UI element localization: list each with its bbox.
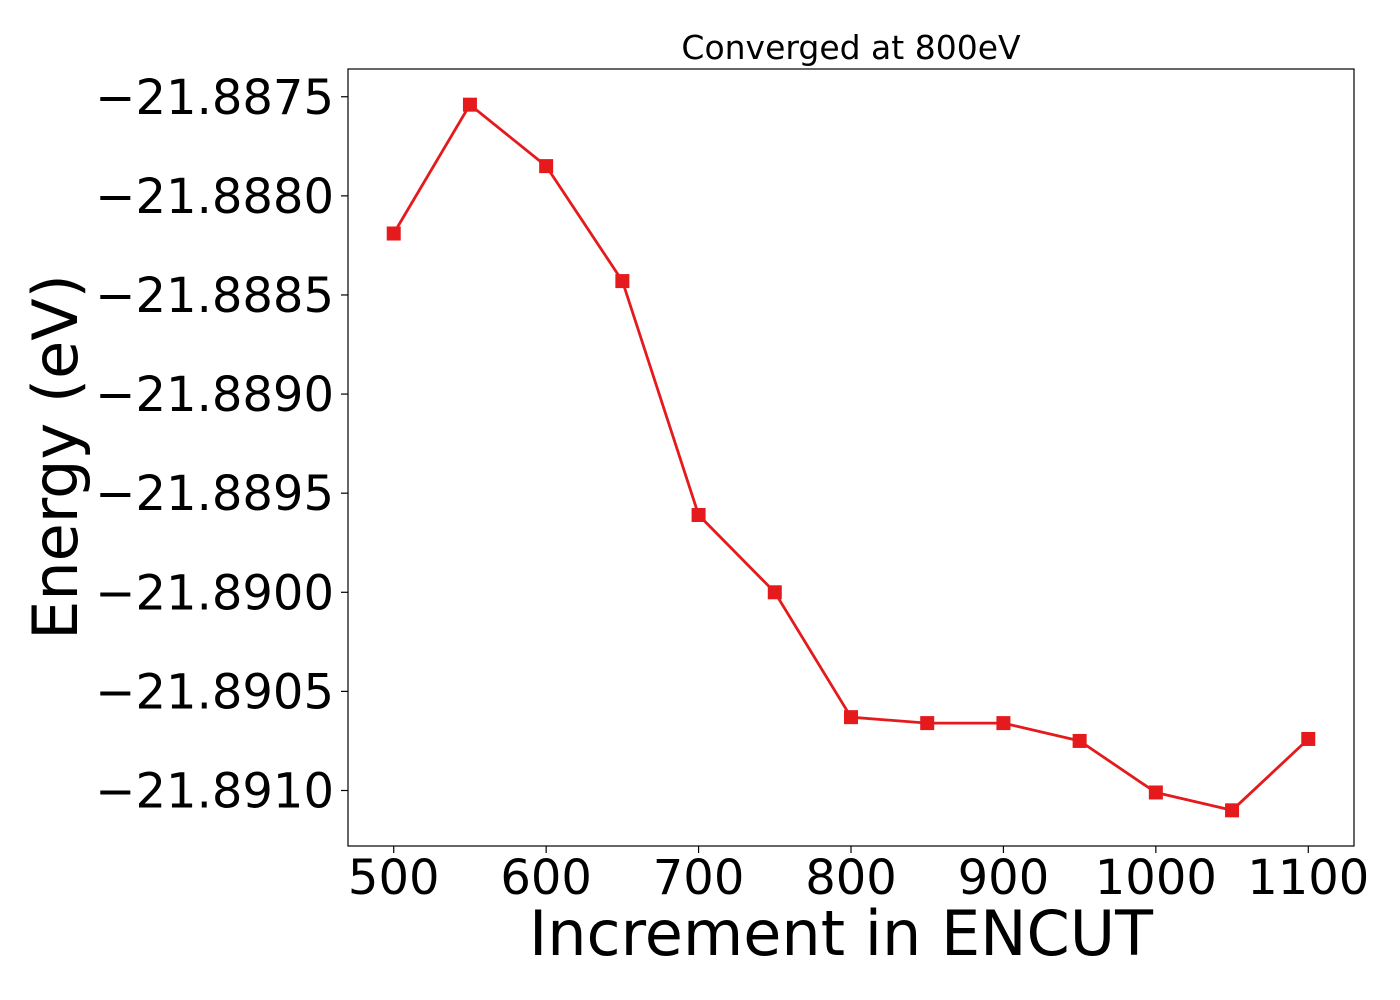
y-tick-label: −21.8875 bbox=[95, 70, 334, 126]
y-axis: −21.8875 −21.8880 −21.8885 −21.8890 −21.8895… bbox=[95, 70, 348, 820]
data-point-marker bbox=[615, 274, 630, 289]
data-point-marker bbox=[767, 585, 782, 600]
x-tick-label: 700 bbox=[653, 850, 745, 906]
x-tick-label: 600 bbox=[500, 850, 592, 906]
data-point-marker bbox=[1225, 803, 1240, 818]
data-point-marker bbox=[539, 159, 554, 174]
y-tick-label: −21.8905 bbox=[95, 664, 334, 720]
y-axis-label: Energy (eV) bbox=[19, 274, 92, 640]
data-point-marker bbox=[462, 97, 477, 112]
y-tick-label: −21.8900 bbox=[95, 565, 334, 621]
x-tick-label: 800 bbox=[805, 850, 897, 906]
y-tick-label: −21.8880 bbox=[95, 169, 334, 225]
x-tick-label: 1000 bbox=[1095, 850, 1217, 906]
data-point-marker bbox=[844, 710, 858, 725]
data-point-marker bbox=[1301, 731, 1316, 746]
data-point-marker bbox=[920, 716, 935, 731]
plot-frame bbox=[347, 68, 1355, 847]
y-tick-label: −21.8885 bbox=[95, 268, 334, 324]
x-axis: 500 600 700 800 900 1000 1100 bbox=[348, 846, 1369, 906]
data-point-marker bbox=[996, 716, 1011, 731]
data-point-marker bbox=[1148, 785, 1163, 800]
x-tick-label: 900 bbox=[958, 850, 1050, 906]
y-tick-label: −21.8895 bbox=[95, 466, 334, 522]
y-tick-label: −21.8910 bbox=[95, 764, 334, 820]
series-line bbox=[392, 103, 1310, 812]
plot-series bbox=[386, 97, 1316, 818]
data-point-marker bbox=[691, 507, 706, 522]
y-tick-label: −21.8890 bbox=[95, 367, 334, 423]
x-axis-label: Increment in ENCUT bbox=[529, 897, 1154, 970]
x-tick-label: 500 bbox=[348, 850, 440, 906]
chart-title: Converged at 800eV bbox=[681, 28, 1021, 67]
data-point-marker bbox=[1072, 733, 1087, 748]
x-tick-label: 1100 bbox=[1247, 850, 1369, 906]
data-point-marker bbox=[386, 226, 401, 241]
